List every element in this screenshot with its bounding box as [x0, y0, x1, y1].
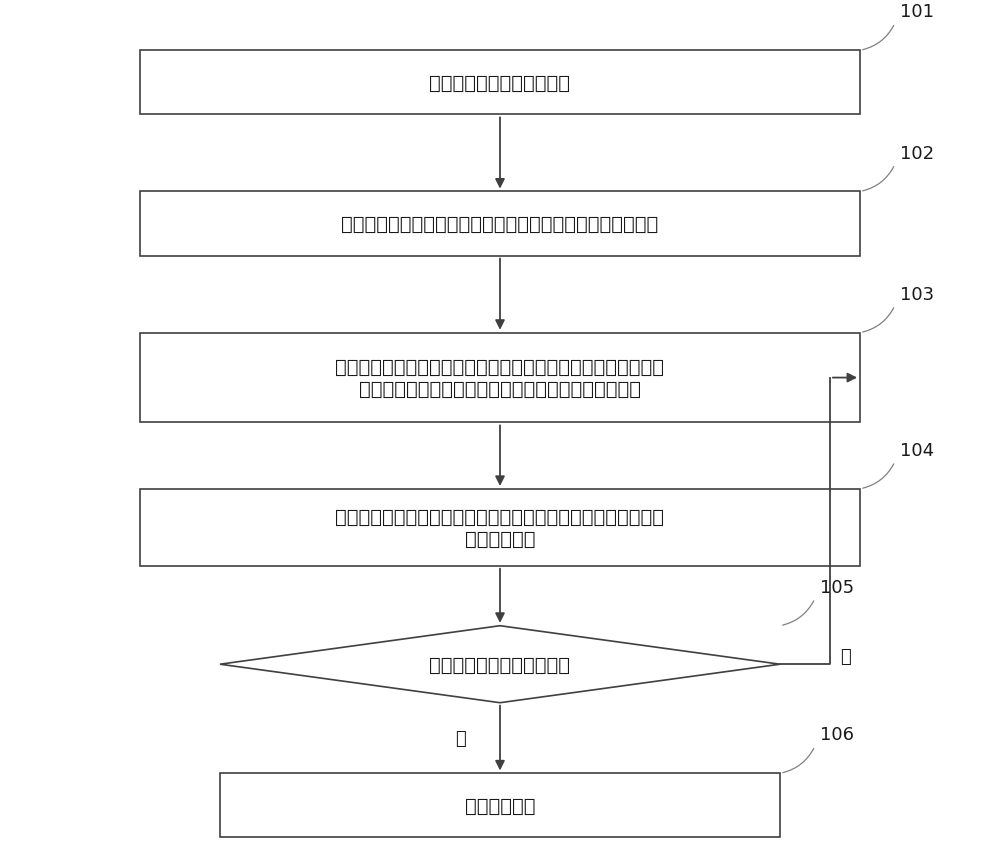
FancyBboxPatch shape: [220, 773, 780, 838]
FancyBboxPatch shape: [140, 192, 860, 257]
FancyBboxPatch shape: [140, 333, 860, 423]
Text: 根据所述数据项计算每个图像像素所要传递的信息，根据所述信
息并行迭代更新每个像素点的消息，得到更新后的消息: 根据所述数据项计算每个图像像素所要传递的信息，根据所述信 息并行迭代更新每个像素…: [336, 357, 664, 399]
Text: 实时获取任意连续两帧图像: 实时获取任意连续两帧图像: [430, 74, 570, 93]
Text: 104: 104: [900, 442, 934, 459]
Text: 所述传递次数达到迭代阈值: 所述传递次数达到迭代阈值: [430, 655, 570, 674]
Polygon shape: [220, 626, 780, 703]
FancyBboxPatch shape: [140, 52, 860, 115]
Text: 否: 否: [840, 647, 851, 665]
FancyArrowPatch shape: [783, 601, 814, 625]
FancyBboxPatch shape: [140, 489, 860, 567]
Text: 105: 105: [820, 578, 854, 596]
FancyArrowPatch shape: [863, 308, 894, 332]
Text: 同时并行向每个图像像素点的上、下、左、右四个方向传递所述
更新后的消息: 同时并行向每个图像像素点的上、下、左、右四个方向传递所述 更新后的消息: [336, 507, 664, 548]
FancyArrowPatch shape: [863, 27, 894, 51]
FancyArrowPatch shape: [783, 748, 814, 773]
Text: 根据两帧所述图像并行计算马尔可夫光流模型中的多个数据项: 根据两帧所述图像并行计算马尔可夫光流模型中的多个数据项: [341, 214, 659, 234]
FancyArrowPatch shape: [863, 167, 894, 192]
Text: 102: 102: [900, 145, 934, 163]
Text: 103: 103: [900, 285, 934, 303]
Text: 106: 106: [820, 726, 854, 744]
Text: 输出传递消息: 输出传递消息: [465, 796, 535, 815]
Text: 是: 是: [455, 729, 465, 747]
Text: 101: 101: [900, 3, 934, 22]
FancyArrowPatch shape: [863, 464, 894, 489]
